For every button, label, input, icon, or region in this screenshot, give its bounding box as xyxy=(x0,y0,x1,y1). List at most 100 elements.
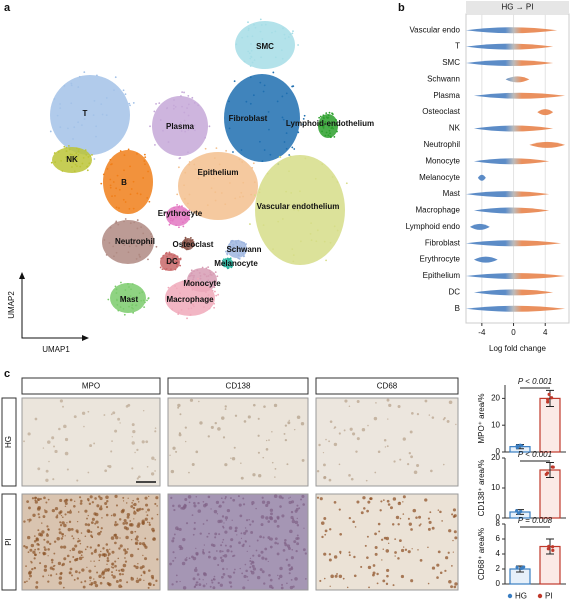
cluster-point xyxy=(250,43,252,45)
stain-speck xyxy=(319,497,323,501)
cluster-point xyxy=(203,306,205,308)
cluster-point xyxy=(249,102,252,105)
stain-speck xyxy=(29,548,33,552)
stain-speck xyxy=(339,532,343,536)
stain-speck xyxy=(203,572,207,577)
cluster-point xyxy=(241,248,244,251)
stain-speck xyxy=(249,523,252,526)
stain-speck xyxy=(141,542,146,546)
stain-speck xyxy=(294,520,299,525)
stain-speck xyxy=(151,576,155,580)
cluster-point xyxy=(193,274,196,277)
cluster-point xyxy=(233,80,236,83)
cluster-point xyxy=(222,258,225,261)
cluster-point xyxy=(221,259,224,262)
cluster-point xyxy=(140,299,143,302)
cluster-point xyxy=(234,197,237,200)
stain-speck xyxy=(32,513,36,517)
cluster-point xyxy=(140,226,143,229)
cluster-point xyxy=(92,114,95,116)
cluster-point xyxy=(188,193,191,196)
stain-speck xyxy=(170,469,175,474)
stain-speck xyxy=(144,545,148,549)
cluster-point xyxy=(160,257,163,260)
cluster-point xyxy=(302,201,305,204)
stain-speck xyxy=(436,576,439,579)
stain-speck xyxy=(230,550,233,553)
stain-speck xyxy=(38,516,41,519)
stain-speck xyxy=(394,551,397,554)
cluster-blob xyxy=(224,74,300,162)
stain-speck xyxy=(252,554,255,557)
cluster-point xyxy=(328,111,331,114)
cluster-point xyxy=(172,218,175,221)
cluster-point xyxy=(189,313,192,316)
cluster-point xyxy=(187,151,189,154)
cluster-point xyxy=(108,242,111,244)
cluster-point xyxy=(191,244,194,247)
cluster-point xyxy=(129,193,132,196)
stain-speck xyxy=(87,499,90,502)
cluster-point xyxy=(77,148,80,151)
cluster-point xyxy=(194,168,197,171)
stain-speck xyxy=(224,405,227,408)
stain-speck xyxy=(290,556,294,560)
cluster-point xyxy=(132,180,135,183)
stain-speck xyxy=(66,511,70,514)
stain-speck xyxy=(44,548,47,552)
plot-frame xyxy=(465,13,570,324)
cluster-point xyxy=(111,195,113,198)
stain-speck xyxy=(118,518,122,521)
stain-speck xyxy=(198,583,202,587)
cluster-point xyxy=(83,118,86,120)
stain-speck xyxy=(102,576,105,579)
stain-speck xyxy=(302,503,305,506)
cluster-point xyxy=(150,235,153,238)
stain-speck xyxy=(318,443,321,447)
stain-speck xyxy=(47,440,51,444)
stain-speck xyxy=(96,504,100,508)
stain-speck xyxy=(77,511,80,513)
replicate-dot xyxy=(547,392,551,396)
stain-speck xyxy=(416,463,420,468)
cluster-point xyxy=(181,242,184,245)
stain-speck xyxy=(442,418,445,421)
stain-speck xyxy=(195,450,199,454)
cluster-point xyxy=(147,297,150,299)
stain-speck xyxy=(301,458,305,462)
stain-speck xyxy=(222,436,226,439)
stain-speck xyxy=(250,531,254,534)
stain-speck xyxy=(184,504,187,507)
cluster-point xyxy=(138,255,141,258)
cluster-point xyxy=(184,241,186,244)
cluster-point xyxy=(67,127,69,130)
stain-speck xyxy=(193,568,198,572)
cluster-point xyxy=(174,106,177,108)
cluster-point xyxy=(109,158,112,161)
stain-speck xyxy=(59,399,63,403)
cluster-point xyxy=(224,258,227,261)
cluster-point xyxy=(181,91,184,93)
stain-speck xyxy=(234,568,236,571)
stain-speck xyxy=(329,528,332,531)
stain-speck xyxy=(294,509,298,513)
stain-speck xyxy=(365,479,368,482)
stain-speck xyxy=(147,582,151,585)
stain-speck xyxy=(88,583,91,586)
cluster-point xyxy=(231,262,233,265)
stain-speck xyxy=(147,521,149,523)
stain-speck xyxy=(62,562,65,566)
stain-speck xyxy=(288,568,292,571)
stain-speck xyxy=(387,542,390,545)
stain-speck xyxy=(264,547,268,551)
stain-speck xyxy=(348,516,352,520)
cluster-point xyxy=(336,229,339,232)
stain-speck xyxy=(447,551,450,554)
stain-speck xyxy=(39,497,42,501)
cluster-point xyxy=(72,161,75,164)
stain-speck xyxy=(296,524,300,527)
cluster-point xyxy=(170,253,173,256)
cluster-point xyxy=(209,273,212,276)
cluster-point xyxy=(143,160,146,162)
cluster-point xyxy=(79,165,82,168)
